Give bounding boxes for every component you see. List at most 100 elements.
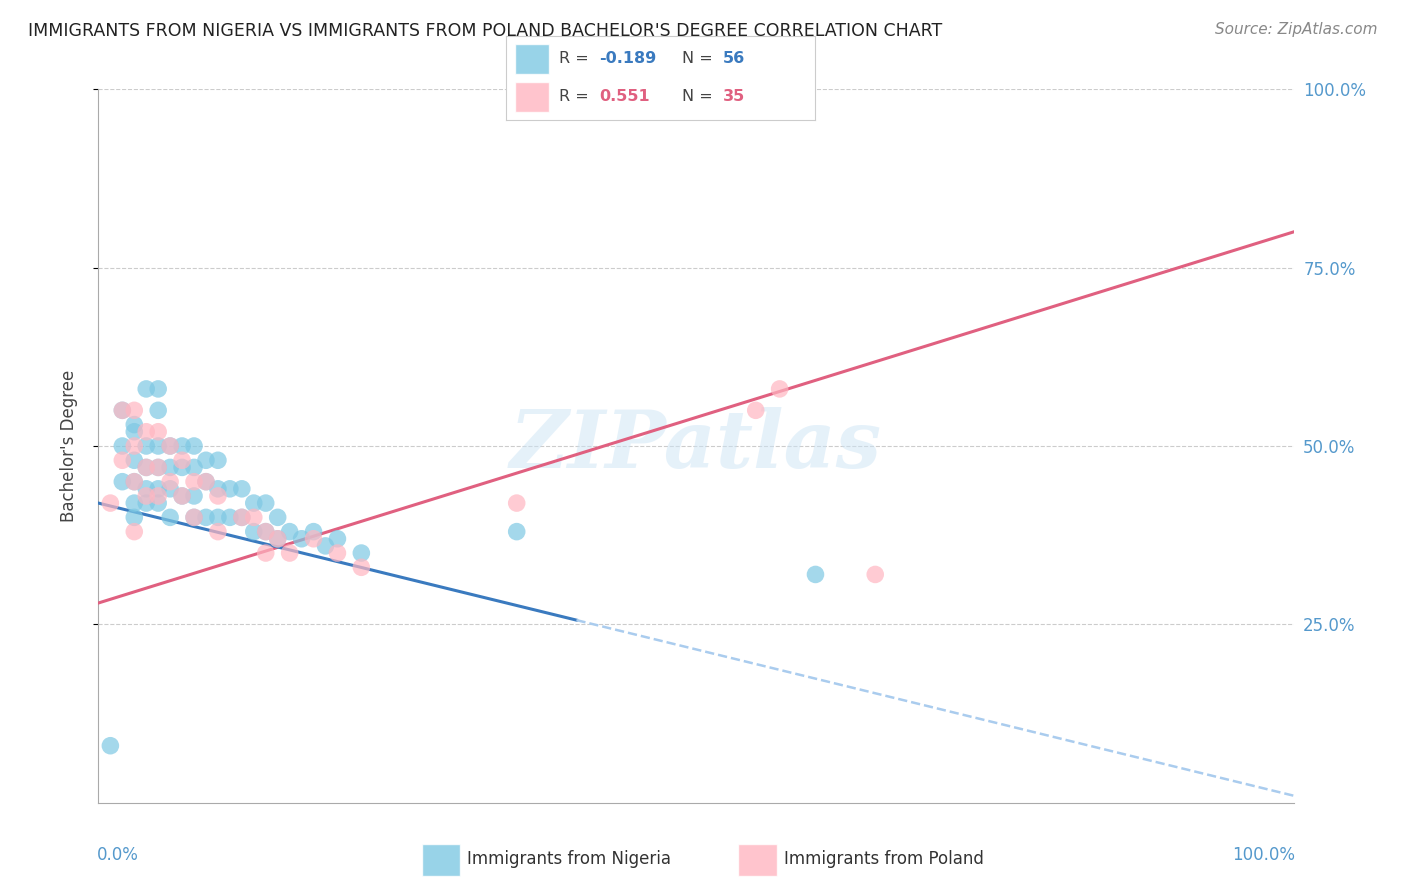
Point xyxy=(124,475,146,489)
Point xyxy=(124,524,146,539)
Point xyxy=(135,482,157,496)
Point xyxy=(254,524,277,539)
Point xyxy=(207,524,229,539)
Point xyxy=(231,510,253,524)
Point xyxy=(111,403,134,417)
Point xyxy=(159,475,181,489)
Text: N =: N = xyxy=(682,51,718,66)
Point xyxy=(135,460,157,475)
Text: 56: 56 xyxy=(723,51,745,66)
Point xyxy=(159,510,181,524)
Text: N =: N = xyxy=(682,89,718,104)
Point xyxy=(243,496,266,510)
Point xyxy=(267,532,290,546)
Text: ZIPatlas: ZIPatlas xyxy=(510,408,882,484)
Bar xyxy=(738,844,778,876)
Text: R =: R = xyxy=(558,89,599,104)
Point xyxy=(135,496,157,510)
Point xyxy=(172,489,194,503)
Point xyxy=(124,475,146,489)
Point xyxy=(172,489,194,503)
Point xyxy=(267,510,290,524)
Point xyxy=(111,453,134,467)
Point xyxy=(98,496,122,510)
Point xyxy=(506,524,529,539)
Point xyxy=(804,567,827,582)
Point xyxy=(172,460,194,475)
Point xyxy=(207,510,229,524)
Point xyxy=(148,496,170,510)
Point xyxy=(267,532,290,546)
Point xyxy=(148,439,170,453)
Point xyxy=(183,460,205,475)
Point xyxy=(194,510,218,524)
Text: 100.0%: 100.0% xyxy=(1232,846,1295,863)
Point xyxy=(194,475,218,489)
Text: 35: 35 xyxy=(723,89,745,104)
Point xyxy=(124,510,146,524)
Point xyxy=(350,546,373,560)
Point xyxy=(159,482,181,496)
Point xyxy=(183,439,205,453)
Point xyxy=(183,475,205,489)
Point xyxy=(172,453,194,467)
Point xyxy=(326,546,349,560)
Point xyxy=(148,482,170,496)
Bar xyxy=(516,44,550,74)
Point xyxy=(124,425,146,439)
Point xyxy=(183,489,205,503)
Point xyxy=(506,496,529,510)
Point xyxy=(159,439,181,453)
Point xyxy=(243,510,266,524)
Point xyxy=(111,403,134,417)
Point xyxy=(148,460,170,475)
Point xyxy=(291,532,314,546)
Point xyxy=(207,482,229,496)
Point xyxy=(135,439,157,453)
Bar xyxy=(516,82,550,112)
Point xyxy=(159,460,181,475)
Point xyxy=(243,524,266,539)
Point xyxy=(124,417,146,432)
Point xyxy=(148,460,170,475)
Point xyxy=(124,403,146,417)
Point xyxy=(159,439,181,453)
Point xyxy=(111,439,134,453)
Point xyxy=(315,539,337,553)
Point xyxy=(326,532,349,546)
Point xyxy=(768,382,790,396)
Point xyxy=(194,453,218,467)
Point xyxy=(124,439,146,453)
Point xyxy=(135,489,157,503)
Point xyxy=(124,453,146,467)
Text: Source: ZipAtlas.com: Source: ZipAtlas.com xyxy=(1215,22,1378,37)
Point xyxy=(172,439,194,453)
Point xyxy=(148,425,170,439)
Point xyxy=(219,510,242,524)
Point xyxy=(254,546,277,560)
Point xyxy=(148,403,170,417)
Point xyxy=(194,475,218,489)
Text: -0.189: -0.189 xyxy=(599,51,657,66)
Text: 0.0%: 0.0% xyxy=(97,846,139,863)
Point xyxy=(219,482,242,496)
Point xyxy=(207,489,229,503)
Text: Immigrants from Nigeria: Immigrants from Nigeria xyxy=(467,849,672,868)
Point xyxy=(254,524,277,539)
Text: R =: R = xyxy=(558,51,593,66)
Point xyxy=(231,510,253,524)
Point xyxy=(863,567,887,582)
Text: 0.551: 0.551 xyxy=(599,89,650,104)
Point xyxy=(183,510,205,524)
Point xyxy=(254,496,277,510)
Point xyxy=(98,739,122,753)
Point xyxy=(278,546,301,560)
Point xyxy=(111,475,134,489)
Y-axis label: Bachelor's Degree: Bachelor's Degree xyxy=(59,370,77,522)
Point xyxy=(302,532,325,546)
Point xyxy=(278,524,301,539)
Point xyxy=(148,382,170,396)
Point xyxy=(183,510,205,524)
Point xyxy=(207,453,229,467)
Point xyxy=(135,460,157,475)
